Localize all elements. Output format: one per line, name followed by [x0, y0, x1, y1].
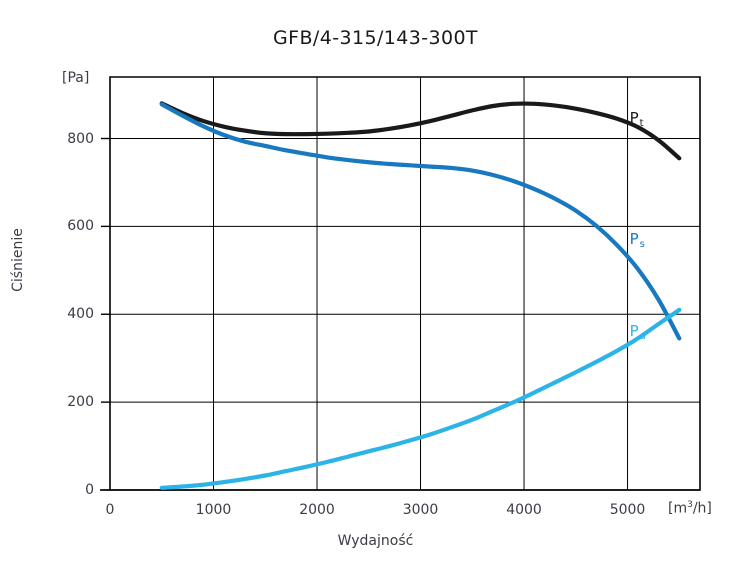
x-tick-label: 0: [105, 502, 115, 518]
x-tick-label: 5000: [609, 502, 646, 518]
series-label-pd: Pd: [629, 321, 647, 342]
y-tick-label: 400: [67, 306, 94, 323]
x-tick-label: 4000: [506, 502, 542, 518]
series-label-main: P: [629, 229, 639, 248]
series-curve-pt: [159, 101, 682, 161]
y-tick-label: 0: [85, 482, 94, 498]
series-label-ps: Ps: [629, 229, 645, 250]
series-label-main: P: [629, 321, 639, 340]
y-tick-label: 800: [67, 130, 94, 147]
y-tick-label: 200: [67, 394, 94, 411]
x-axis-title: Wydajność: [337, 533, 414, 549]
series-label-pt: Pt: [629, 108, 644, 129]
series-curve-pd: [159, 307, 682, 490]
y-tick-label: 600: [67, 218, 94, 235]
series-curve-ps: [159, 102, 682, 341]
series-label-main: P: [629, 108, 639, 127]
x-tick-label: 3000: [402, 502, 439, 518]
series-label-subscript: d: [639, 330, 647, 342]
x-tick-label: 2000: [299, 502, 335, 518]
series-label-subscript: s: [639, 238, 645, 250]
x-tick-label: 1000: [195, 502, 232, 518]
x-axis-unit: [m3/h]: [668, 500, 712, 517]
page-title: GFB/4-315/143-300T: [273, 27, 478, 49]
series-label-subscript: t: [639, 117, 644, 129]
y-axis-unit: [Pa]: [62, 70, 90, 86]
